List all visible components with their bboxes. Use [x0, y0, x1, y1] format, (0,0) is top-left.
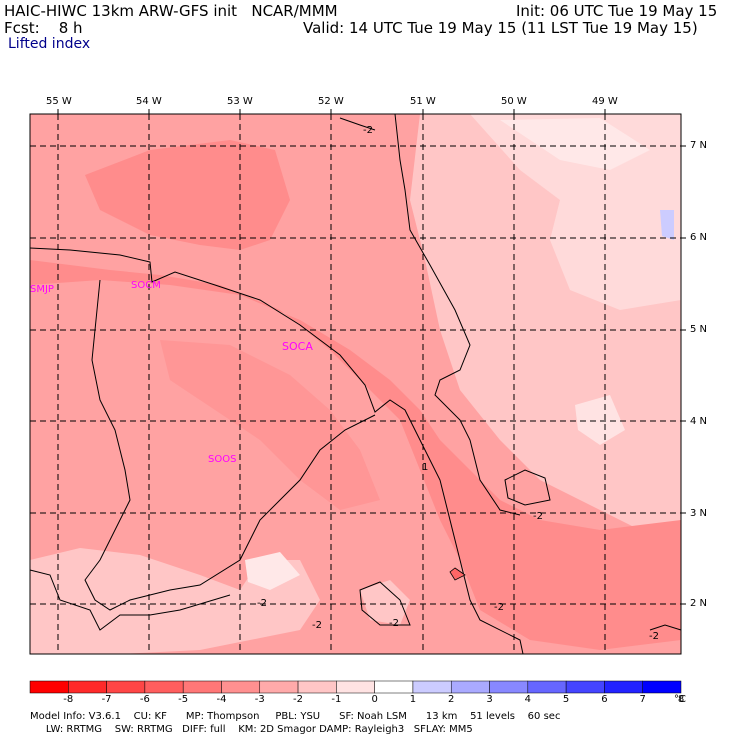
colorbar-level: 7	[639, 694, 646, 705]
station-label: SOOS	[208, 454, 236, 465]
colorbar-level: -8	[63, 694, 74, 705]
lat-label: 7 N	[690, 140, 708, 151]
colorbar-level: 0	[371, 694, 378, 705]
colorbar-level: -4	[216, 694, 227, 705]
lon-label: 51 W	[410, 96, 436, 107]
colorbar-swatch	[412, 680, 452, 694]
contour-line	[339, 117, 376, 131]
border-line	[84, 279, 376, 611]
colorbar-swatch	[565, 680, 605, 694]
field-name: Lifted index	[8, 36, 91, 52]
contour-label: -2	[312, 620, 322, 631]
colorbar-swatch	[259, 680, 299, 694]
colorbar-level: 2	[448, 694, 455, 705]
colorbar-swatch	[144, 680, 184, 694]
valid-time: Valid: 14 UTC Tue 19 May 15 (11 LST Tue …	[303, 19, 698, 37]
lon-label: 52 W	[318, 96, 344, 107]
contour-label: -2	[533, 511, 543, 522]
lon-label: 53 W	[227, 96, 253, 107]
field-region-positive	[660, 210, 674, 240]
colorbar-swatch	[604, 680, 643, 694]
colorbar-level: 4	[524, 694, 531, 705]
colorbar-swatch	[297, 680, 337, 694]
field-region-lightest	[500, 118, 650, 170]
border-line	[29, 569, 231, 631]
lat-label: 4 N	[690, 416, 708, 427]
lon-label: 49 W	[592, 96, 618, 107]
colorbar-unit: °C	[674, 694, 686, 705]
colorbar-swatch	[450, 680, 490, 694]
colorbar-swatch	[221, 680, 261, 694]
colorbar-level: 8	[677, 694, 685, 705]
colorbar-level: 3	[486, 694, 493, 705]
station-label: SOCA	[282, 340, 313, 353]
field-region-south-patch	[360, 580, 410, 625]
lon-label: 54 W	[136, 96, 162, 107]
contour-line	[649, 624, 682, 631]
contour-label: -2	[257, 598, 267, 609]
border-line	[29, 247, 524, 655]
contour-label: -2	[389, 618, 399, 629]
model-title: HAIC-HIWC 13km ARW-GFS init NCAR/MMM	[4, 2, 338, 20]
colorbar-level: 1	[409, 694, 417, 705]
contour-label: -2	[649, 631, 659, 642]
colorbar-level: 5	[562, 694, 570, 705]
colorbar-swatch	[374, 680, 414, 694]
lat-label: 5 N	[690, 324, 708, 335]
colorbar-swatch	[527, 680, 567, 694]
lat-lon-grid	[30, 114, 681, 654]
colorbar-level: -6	[139, 694, 150, 705]
colorbar	[29, 680, 682, 694]
lat-label: 6 N	[690, 232, 708, 243]
model-physics: LW: RRTMG SW: RRTMG DIFF: full KM: 2D Sm…	[30, 724, 473, 735]
colorbar-swatch	[489, 680, 529, 694]
colorbar-level: -5	[178, 694, 189, 705]
field-region-dark-interior	[160, 340, 380, 510]
contour-label: -2	[494, 602, 504, 613]
colorbar-level: -3	[254, 694, 265, 705]
contour-line	[504, 469, 551, 506]
colorbar-swatch	[68, 680, 107, 694]
lat-label: 2 N	[690, 598, 708, 609]
colorbar-swatch	[182, 680, 222, 694]
colorbar-swatch	[336, 680, 375, 694]
field-region-dark-band	[30, 260, 681, 650]
colorbar-level: -1	[331, 694, 342, 705]
lat-label: 3 N	[690, 508, 708, 519]
field-region-dark	[85, 140, 290, 250]
init-time: Init: 06 UTC Tue 19 May 15	[516, 2, 718, 20]
field-region-lighter	[470, 114, 681, 310]
colorbar-swatch	[106, 680, 146, 694]
lon-label: 50 W	[501, 96, 527, 107]
field-region-south-lightest	[245, 552, 300, 590]
contour-line	[359, 581, 411, 626]
forecast-hour: Fcst: 8 h	[4, 19, 83, 37]
contour-line	[449, 567, 466, 581]
map-frame	[29, 113, 682, 655]
contour-label: -2	[363, 125, 373, 136]
colorbar-level: 6	[601, 694, 608, 705]
colorbar-swatch	[642, 680, 682, 694]
station-label: SMJP	[30, 284, 54, 295]
lon-label: 55 W	[46, 96, 72, 107]
colorbar-level: -2	[293, 694, 304, 705]
contour-label: 1	[422, 462, 428, 473]
axis-ticks	[57, 109, 686, 605]
station-label: SOCM	[131, 280, 161, 291]
colorbar-swatch	[29, 680, 69, 694]
model-info: Model Info: V3.6.1 CU: KF MP: Thompson P…	[30, 711, 561, 722]
coastline	[394, 113, 521, 516]
colorbar-level: -7	[101, 694, 112, 705]
field-region-light-patch	[575, 395, 625, 445]
